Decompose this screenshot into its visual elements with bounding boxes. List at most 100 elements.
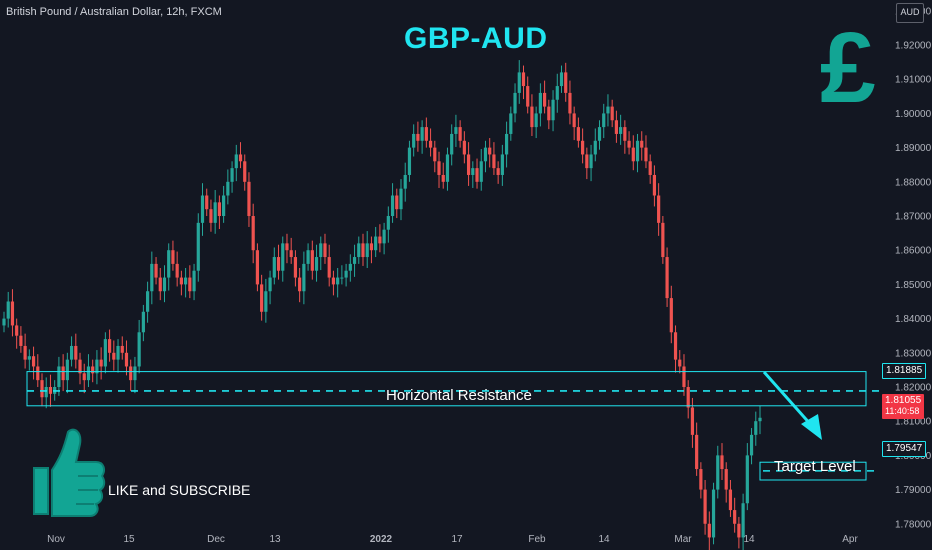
candle-body [31,356,36,367]
candle-body [644,147,648,162]
y-tick-label: 1.91000 [895,75,932,86]
candle-body [357,243,361,258]
candle-body [669,298,673,333]
candle-body [703,489,707,524]
candle-body [281,243,285,271]
candle-body [344,270,348,278]
candle-body [61,366,65,381]
candle-body [720,455,724,470]
cta-text: LIKE and SUBSCRIBE [108,482,251,498]
chart-title: GBP-AUD [404,22,548,55]
candle-body [733,510,737,524]
candle-body [222,195,226,217]
candle-body [171,250,175,264]
current-price-tag: 1.81055 11:40:58 [882,394,925,419]
candle-body [243,161,247,182]
candle-body [458,127,462,141]
candle-body [78,359,82,374]
candle-body [471,168,475,175]
annotation-layer [26,371,880,481]
y-tick-label: 1.79000 [895,485,932,496]
candle-body [597,127,602,141]
x-tick-label: 2022 [370,534,393,545]
candle-body [551,99,555,121]
candle-body [530,106,534,128]
candle-body [188,277,192,292]
candle-body [758,417,762,422]
candle-body [724,469,728,490]
candle-body [213,202,217,223]
currency-label[interactable]: AUD [896,3,924,23]
candle-body [488,147,492,155]
candle-body [260,284,264,312]
candle-body [167,250,171,278]
candle-body [711,489,716,538]
candle-body [673,332,678,360]
candle-body [661,222,665,258]
candle-body [500,154,504,175]
candle-body [129,366,133,381]
candle-body [230,168,234,182]
candle-body [652,174,657,196]
candle-body [36,366,40,381]
candle-body [293,257,298,278]
candle-body [568,92,572,114]
candle-body [416,133,420,141]
candle-body [534,113,538,128]
candle-body [428,140,433,148]
candle-body [112,352,116,360]
candle-body [386,216,390,230]
candle-body [57,366,61,387]
candle-body [504,133,509,155]
candle-body [158,277,162,292]
y-tick-label: 1.86000 [895,246,932,257]
y-tick-label: 1.81000 [895,417,932,428]
candle-body [682,366,686,387]
candle-body [378,236,382,244]
candle-body [543,92,547,107]
candle-body [395,195,399,210]
thumbs-up-icon [33,428,106,517]
x-axis[interactable]: Nov 15 Dec 13 2022 17 Feb 14 Mar 14 Apr [47,534,858,545]
candle-body [348,263,352,271]
candle-body [314,257,319,271]
candle-body [327,257,331,278]
x-tick-label: 17 [451,534,463,545]
y-tick-label: 1.89000 [895,143,932,154]
candle-body [509,113,513,134]
symbol-description[interactable]: British Pound / Australian Dollar, 12h, … [6,6,222,18]
candle-body [437,161,441,175]
candle-body [665,257,669,299]
candle-body [145,291,150,312]
arrow-shaft [762,371,814,427]
candle-body [737,523,741,538]
candle-body [323,243,327,258]
candle-body [65,359,69,381]
candle-body [99,359,103,367]
candle-body [302,263,306,292]
x-tick-label: Apr [842,534,858,545]
candle-body [69,345,74,360]
candle-body [728,489,733,511]
y-tick-label: 1.78000 [895,519,932,530]
candle-body [635,140,640,162]
candle-body [10,301,15,326]
candle-body [399,188,403,210]
candle-body [745,455,749,504]
candle-body [310,250,314,271]
candle-body [754,421,758,435]
candle-body [614,120,619,134]
candle-body [336,277,340,285]
candle-body [420,127,424,141]
candle-body [585,154,589,169]
candle-body [424,127,428,141]
target-label: Target Level [774,458,856,475]
candle-body [82,373,86,381]
candle-body [572,113,576,128]
candle-body [217,202,221,217]
candle-body [200,195,205,223]
candle-body [492,154,496,169]
x-tick-label: Mar [674,534,692,545]
candle-body [6,301,10,319]
